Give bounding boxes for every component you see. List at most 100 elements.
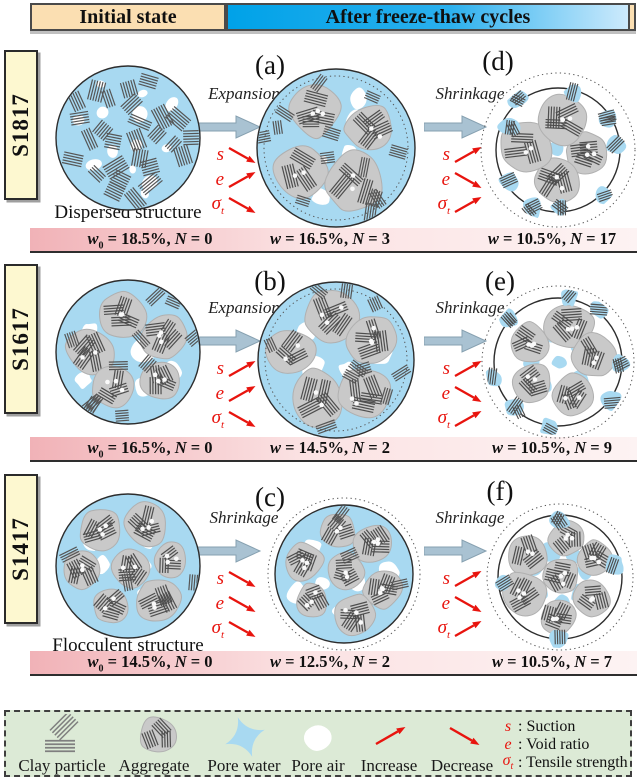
legend-def-tensile-strength: σt: Tensile strength xyxy=(500,752,628,773)
microstructure-diagram-f xyxy=(486,503,634,651)
transition-shrinkage: Shrinkage s e σt xyxy=(412,84,528,217)
indicator-symbol: s xyxy=(442,567,450,589)
pore-water-icon xyxy=(218,715,272,759)
indicator-symbol: e xyxy=(215,382,224,404)
decrease-arrow-icon xyxy=(454,595,482,612)
row-S1817: S1817 (a) (d) Dispersed structure Expans… xyxy=(0,38,639,253)
sample-label-box: S1617 xyxy=(4,264,38,414)
indicator-symbol: e xyxy=(215,168,224,190)
pore-air-icon xyxy=(296,719,340,757)
legend-label-pore-water: Pore water xyxy=(207,756,281,775)
increase-arrow-icon xyxy=(454,410,482,427)
transition-shrinkage: Shrinkage s e σt xyxy=(412,298,528,431)
indicator-decrease: σt xyxy=(186,616,302,641)
increase-arrow-icon xyxy=(454,570,482,587)
indicator-increase: s xyxy=(412,566,528,591)
legend-label-pore-air: Pore air xyxy=(291,756,345,775)
indicator-increase: s xyxy=(412,142,528,167)
decrease-arrow-icon xyxy=(454,171,482,188)
increase-arrow-icon xyxy=(454,620,482,637)
panel-letter-f: (f) xyxy=(486,476,514,506)
indicator-symbol: σt xyxy=(211,406,224,431)
transition-shrinkage: Shrinkage s e σt xyxy=(412,508,528,641)
big-arrow-icon xyxy=(424,114,528,140)
microstructure-diagram-b xyxy=(257,281,415,439)
header-after-cycles: After freeze-thaw cycles xyxy=(226,3,630,31)
microstructure-diagram xyxy=(55,493,201,639)
panel-letter-a: (a) xyxy=(255,50,285,80)
clay-particle-icon xyxy=(34,714,82,756)
increase-arrow-icon xyxy=(372,722,410,750)
water-content-value: w0 = 18.5%, N = 0 xyxy=(87,229,213,252)
indicator-increase: s xyxy=(186,356,302,381)
transition-label: Shrinkage xyxy=(209,508,279,527)
indicator-symbol: σt xyxy=(437,616,450,641)
indicator-symbol: σt xyxy=(437,406,450,431)
legend-def-symbol: σt xyxy=(502,752,514,773)
transition-shrinkage: Shrinkage s e σt xyxy=(186,508,302,641)
legend-label-aggregate: Aggregate xyxy=(118,756,190,775)
indicator-increase: e xyxy=(186,381,302,406)
panel-letter-b: (b) xyxy=(254,266,286,296)
legend-label-decrease: Decrease xyxy=(430,756,494,775)
water-content-value: w = 10.5%, N = 7 xyxy=(491,652,613,671)
panel-letter-d: (d) xyxy=(482,46,514,76)
transition-label: Expansion xyxy=(208,84,280,103)
transition-expansion: Expansion s e σt xyxy=(186,84,302,217)
indicator-symbol: e xyxy=(441,592,450,614)
transition-label: Shrinkage xyxy=(435,84,505,103)
microstructure-diagram-a xyxy=(256,68,416,228)
indicator-symbol: s xyxy=(216,567,224,589)
legend-def-symbol: e xyxy=(504,735,512,753)
sample-label-box: S1417 xyxy=(4,474,38,624)
microstructure-diagram-d xyxy=(480,72,636,228)
legend: Clay particle Aggregate Pore water Pore … xyxy=(4,710,632,777)
indicator-increase: σt xyxy=(412,192,528,217)
indicator-symbol: e xyxy=(215,592,224,614)
indicator-decrease: e xyxy=(412,167,528,192)
legend-label-clay-particle: Clay particle xyxy=(18,756,106,775)
header-after-label: After freeze-thaw cycles xyxy=(325,5,531,28)
legend-label-increase: Increase xyxy=(360,756,418,775)
water-content-value: w = 10.5%, N = 9 xyxy=(491,438,613,457)
water-content-bar: w0 = 14.5%, N = 0 w = 12.5%, N = 2 w = 1… xyxy=(30,651,637,676)
decrease-arrow-icon xyxy=(228,620,256,637)
sample-label: S1417 xyxy=(8,517,33,581)
decrease-arrow-icon xyxy=(228,146,256,163)
panel-letter-c: (c) xyxy=(255,482,285,512)
microstructure-diagram xyxy=(55,279,201,425)
indicator-decrease: e xyxy=(412,381,528,406)
panel-letter-e: (e) xyxy=(485,266,515,296)
row-S1617: S1617 (b) (e) Expansion s e σt Shrinkage s… xyxy=(0,252,639,462)
water-content-value: w = 10.5%, N = 17 xyxy=(487,229,617,248)
structure-caption: Flocculent structure xyxy=(52,635,204,656)
indicator-symbol: σt xyxy=(211,616,224,641)
header-initial-label: Initial state xyxy=(79,5,177,28)
increase-arrow-icon xyxy=(454,196,482,213)
transition-label: Expansion xyxy=(208,298,280,317)
decrease-arrow-icon xyxy=(228,595,256,612)
indicator-decrease: e xyxy=(412,591,528,616)
transition-expansion: Expansion s e σt xyxy=(186,298,302,431)
sample-label: S1617 xyxy=(8,307,33,371)
water-content-value: w0 = 16.5%, N = 0 xyxy=(87,438,213,461)
indicator-increase: e xyxy=(186,167,302,192)
indicator-decrease: s xyxy=(186,142,302,167)
indicator-symbol: s xyxy=(216,357,224,379)
indicator-symbol: e xyxy=(441,168,450,190)
indicator-increase: σt xyxy=(412,616,528,641)
sample-label: S1817 xyxy=(8,93,33,157)
big-arrow-icon xyxy=(424,328,528,354)
aggregate-icon xyxy=(130,713,186,759)
microstructure-diagram-e xyxy=(481,285,635,439)
microstructure-diagram-c xyxy=(267,497,421,651)
microstructure-diagram xyxy=(55,65,201,211)
water-content-value: w = 14.5%, N = 2 xyxy=(269,438,391,457)
indicator-symbol: s xyxy=(442,143,450,165)
row-S1417: S1417 (c) (f) Flocculent structure Shrin… xyxy=(0,462,639,677)
water-content-value: w = 12.5%, N = 2 xyxy=(269,652,391,671)
indicator-symbol: σt xyxy=(211,192,224,217)
header-initial-state: Initial state xyxy=(30,3,226,31)
sample-label-box: S1817 xyxy=(4,50,38,200)
